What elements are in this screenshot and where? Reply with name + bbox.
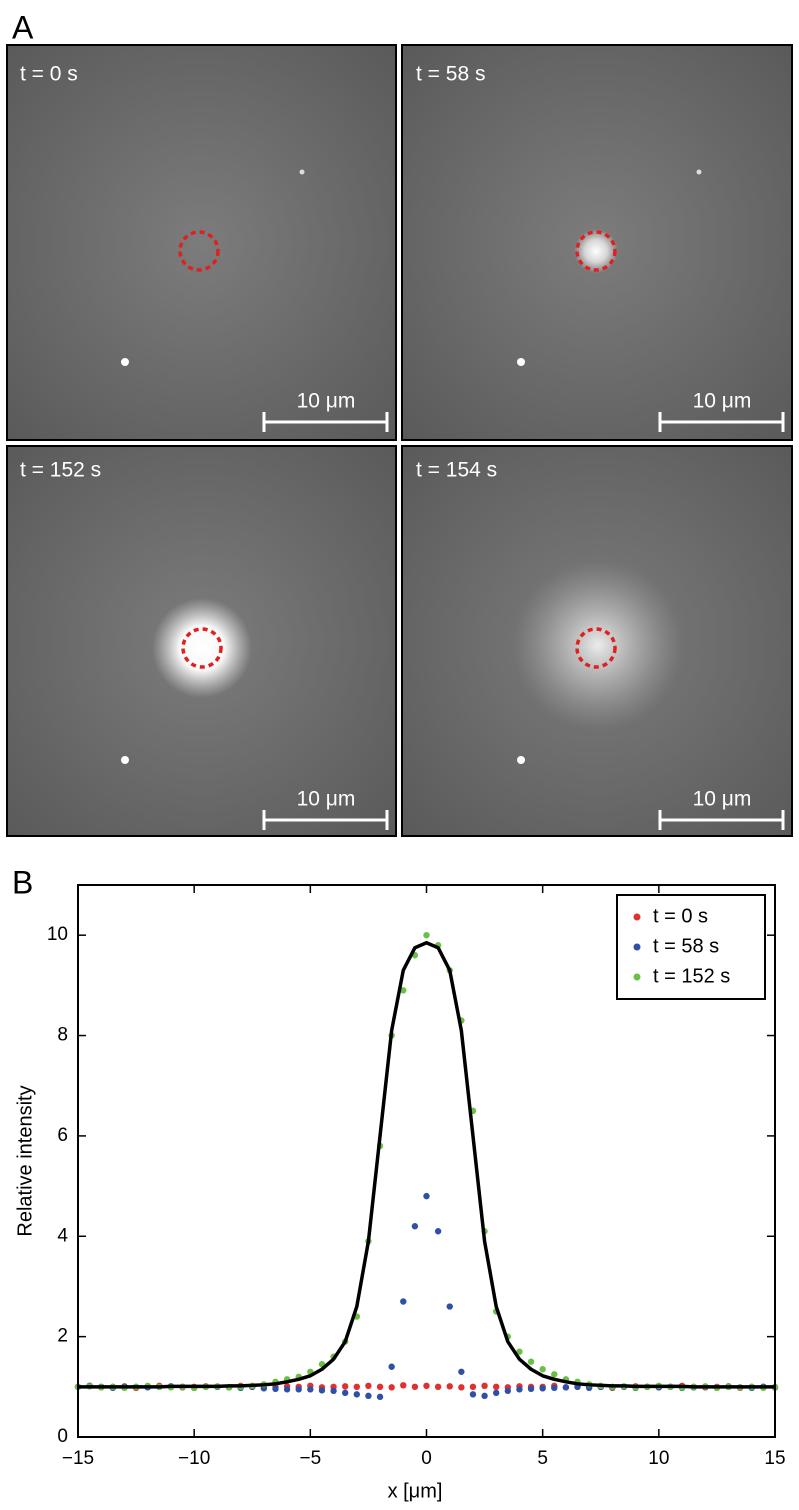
data-point — [400, 1298, 407, 1305]
scale-label: 10 μm — [693, 788, 752, 811]
legend-marker — [633, 913, 641, 921]
data-point — [469, 1383, 477, 1391]
legend-box — [616, 894, 766, 1000]
micrograph: t = 154 s 10 μm — [401, 445, 793, 837]
data-point — [295, 1386, 302, 1393]
data-point — [481, 1392, 488, 1400]
data-point — [516, 1386, 523, 1393]
legend-label: t = 0 s — [653, 905, 708, 927]
data-point — [365, 1392, 372, 1400]
data-point — [551, 1384, 558, 1392]
legend-marker — [633, 973, 641, 981]
data-point — [388, 1363, 395, 1370]
data-point — [423, 1382, 430, 1390]
data-point — [493, 1383, 500, 1391]
data-point — [434, 1383, 442, 1391]
data-point — [283, 1386, 291, 1393]
x-tick-label: 5 — [537, 1448, 548, 1469]
x-tick-label: −10 — [178, 1448, 210, 1469]
data-point — [376, 1383, 384, 1391]
data-point — [411, 1383, 419, 1391]
data-point — [458, 1368, 465, 1375]
data-point — [481, 1382, 488, 1390]
data-point — [551, 1371, 558, 1378]
data-point — [446, 1383, 453, 1390]
data-point — [434, 1228, 442, 1235]
y-tick-label: 4 — [57, 1225, 68, 1246]
data-point — [400, 987, 407, 994]
plot-frame — [77, 884, 776, 1438]
data-point — [539, 1385, 546, 1392]
data-point — [469, 1391, 477, 1398]
data-point — [376, 1393, 384, 1401]
micrograph: t = 58 s 10 μm — [401, 44, 793, 441]
y-axis-label: Relative intensity — [14, 1085, 36, 1236]
data-point — [307, 1386, 314, 1393]
data-point — [353, 1391, 360, 1398]
y-tick-label: 10 — [47, 924, 68, 945]
panel-label: A — [12, 9, 34, 45]
data-point — [423, 1192, 430, 1200]
data-point — [272, 1385, 279, 1393]
scale-label: 10 μm — [297, 788, 356, 811]
data-point — [504, 1387, 512, 1395]
data-point — [527, 1385, 535, 1393]
x-tick-label: −5 — [299, 1448, 321, 1469]
x-tick-label: 0 — [421, 1448, 432, 1469]
micrograph: t = 152 s 10 μm — [6, 445, 397, 837]
legend-marker — [633, 943, 641, 951]
data-point — [400, 1382, 407, 1389]
data-point — [516, 1348, 523, 1355]
legend-label: t = 58 s — [653, 935, 719, 957]
scale-label: 10 μm — [693, 390, 752, 413]
data-point — [411, 1223, 419, 1230]
data-point — [353, 1383, 360, 1391]
time-label: t = 58 s — [416, 63, 485, 86]
panel-label: B — [12, 864, 33, 900]
data-point — [493, 1389, 500, 1397]
x-axis-label: x [μm] — [388, 1480, 443, 1502]
data-point — [423, 931, 430, 939]
time-label: t = 154 s — [416, 459, 497, 482]
y-tick-label: 8 — [57, 1025, 68, 1046]
data-point — [527, 1358, 535, 1365]
y-tick-label: 0 — [57, 1426, 68, 1447]
y-tick-label: 2 — [57, 1326, 68, 1347]
scale-label: 10 μm — [297, 390, 356, 413]
x-tick-label: 10 — [648, 1448, 669, 1469]
legend-label: t = 152 s — [653, 965, 730, 987]
data-point — [458, 1384, 465, 1391]
data-point — [539, 1366, 546, 1373]
x-tick-label: −15 — [62, 1448, 94, 1469]
fit-line — [78, 940, 775, 1389]
y-tick-label: 6 — [57, 1125, 68, 1146]
data-point — [562, 1384, 570, 1391]
time-label: t = 0 s — [20, 63, 78, 86]
x-tick-label: 15 — [764, 1448, 785, 1469]
micrograph: t = 0 s 10 μm — [6, 44, 397, 441]
time-label: t = 152 s — [20, 459, 101, 482]
data-point — [341, 1389, 349, 1397]
image-grid: t = 0 s 10 μm t = 58 s 10 μm t = 152 s 1… — [6, 44, 793, 837]
data-point — [330, 1387, 337, 1395]
data-point — [318, 1387, 326, 1394]
data-point — [365, 1382, 372, 1390]
data-point — [341, 1383, 349, 1390]
data-point — [446, 1303, 453, 1310]
data-point — [388, 1384, 395, 1391]
